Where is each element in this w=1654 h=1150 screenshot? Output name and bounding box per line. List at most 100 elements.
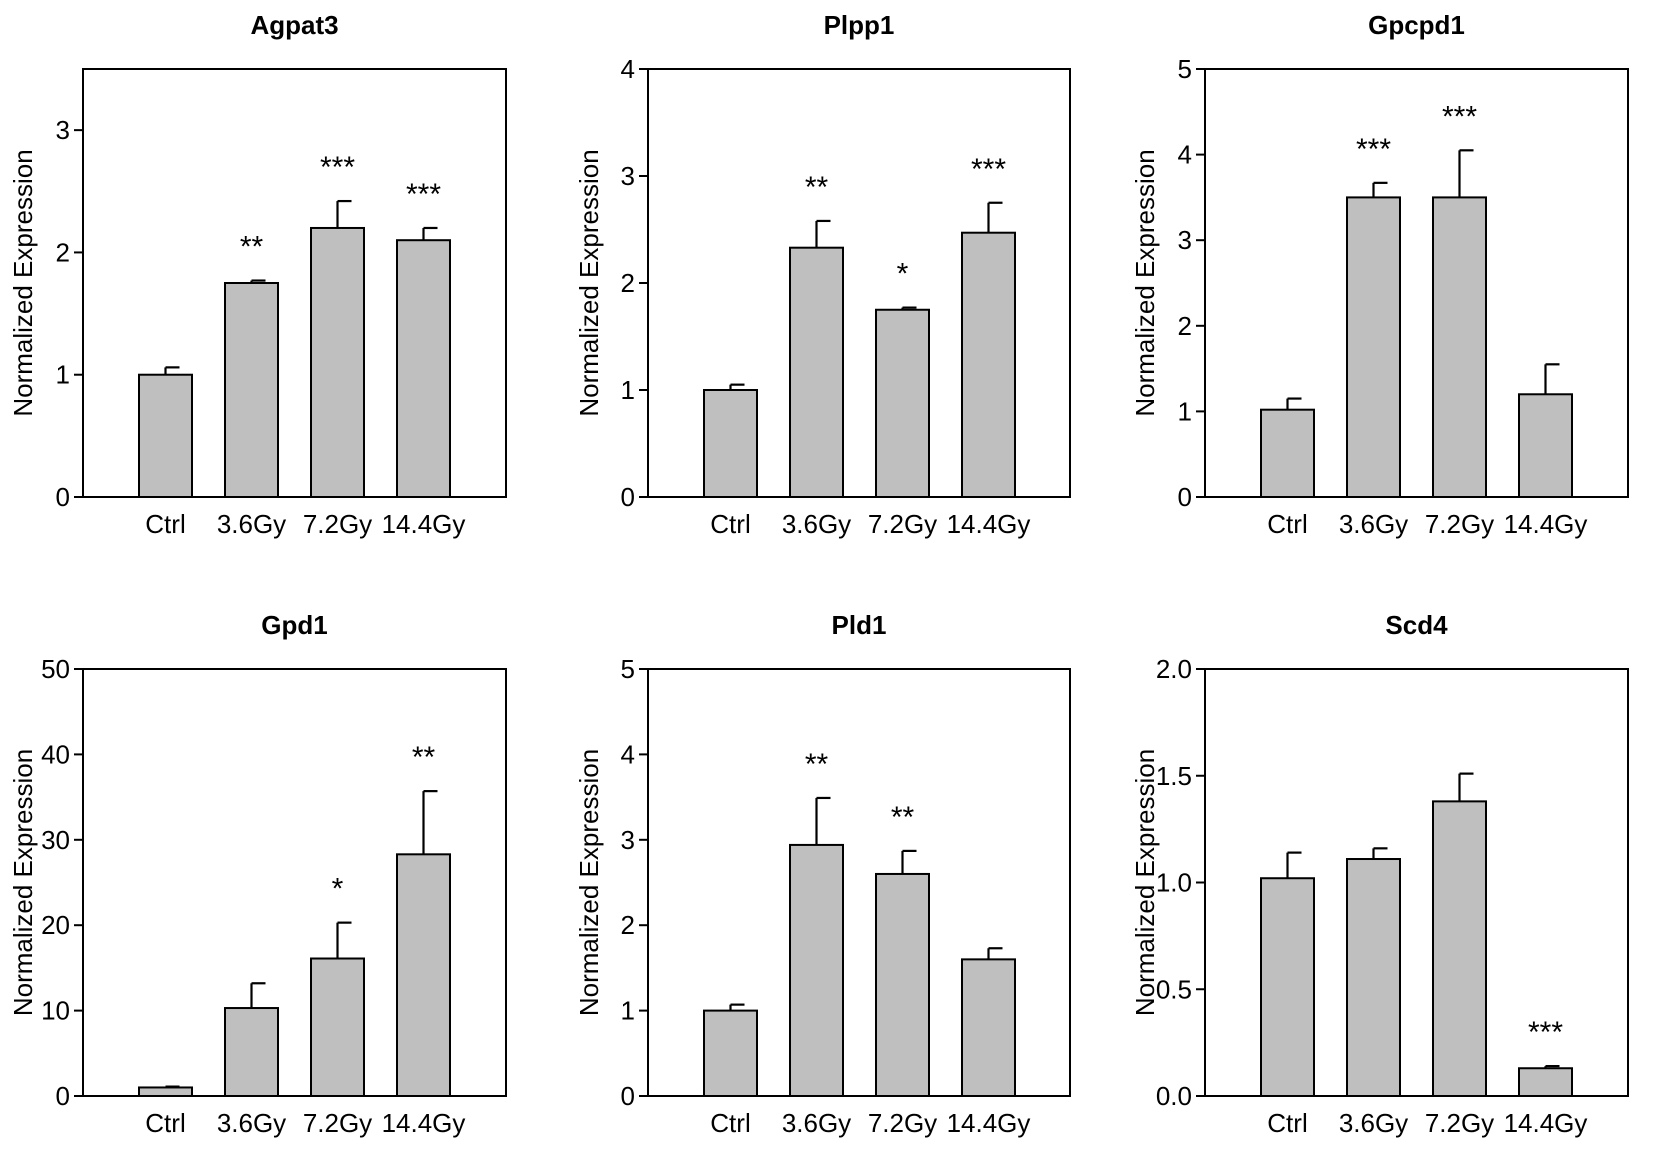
bar-14-4gy bbox=[1518, 393, 1573, 498]
y-tick-label: 5 bbox=[1178, 54, 1192, 84]
bar-14-4gy bbox=[961, 958, 1016, 1097]
y-tick-label: 3 bbox=[621, 825, 635, 855]
significance-marker: *** bbox=[1356, 133, 1391, 166]
bar-ctrl bbox=[138, 1086, 193, 1097]
y-tick-label: 50 bbox=[41, 654, 70, 684]
y-tick-label: 3 bbox=[621, 161, 635, 191]
chart-title: Agpat3 bbox=[250, 10, 338, 40]
x-category-label: 7.2Gy bbox=[868, 1108, 937, 1138]
y-tick-label: 10 bbox=[41, 996, 70, 1026]
chart-panel-scd4: Scd4 Normalized Expression 0.0 0.5 1.0 1.5 2.0… bbox=[1130, 610, 1629, 1138]
significance-marker: ** bbox=[240, 231, 264, 264]
chart-panel-gpd1: Gpd1 Normalized Expression 0 10 20 30 40 50 Ctrl… bbox=[8, 610, 507, 1138]
significance-marker: *** bbox=[406, 178, 441, 211]
chart-title: Pld1 bbox=[832, 610, 887, 640]
bar-ctrl bbox=[703, 389, 758, 498]
x-category-label: 3.6Gy bbox=[782, 1108, 851, 1138]
y-axis-label: Normalized Expression bbox=[1130, 749, 1160, 1016]
bar-14-4gy bbox=[1518, 1067, 1573, 1097]
y-axis-label: Normalized Expression bbox=[574, 749, 604, 1016]
y-tick-label: 2 bbox=[621, 268, 635, 298]
x-category-label: Ctrl bbox=[1267, 1108, 1307, 1138]
chart-title: Scd4 bbox=[1385, 610, 1448, 640]
y-tick-label: 0 bbox=[56, 482, 70, 512]
bar-ctrl bbox=[703, 1009, 758, 1097]
bar-7-2gy bbox=[310, 226, 365, 498]
y-tick-label: 0 bbox=[621, 1081, 635, 1111]
bar-3-6gy bbox=[789, 246, 844, 498]
significance-marker: ** bbox=[805, 748, 829, 781]
x-category-label: 14.4Gy bbox=[947, 1108, 1031, 1138]
x-category-label: Ctrl bbox=[145, 1108, 185, 1138]
y-tick-label: 0 bbox=[1178, 482, 1192, 512]
significance-marker: * bbox=[332, 873, 344, 906]
bar-ctrl bbox=[1260, 408, 1315, 498]
chart-title: Plpp1 bbox=[824, 10, 895, 40]
chart-title: Gpd1 bbox=[261, 610, 327, 640]
y-tick-label: 3 bbox=[56, 115, 70, 145]
plot-frame bbox=[82, 668, 507, 1097]
y-tick-label: 1 bbox=[621, 996, 635, 1026]
y-tick-label: 4 bbox=[621, 739, 635, 769]
y-tick-label: 4 bbox=[621, 54, 635, 84]
significance-marker: ** bbox=[891, 801, 915, 834]
significance-marker: *** bbox=[1528, 1016, 1563, 1049]
y-axis-label: Normalized Expression bbox=[1130, 149, 1160, 416]
x-category-label: 3.6Gy bbox=[1339, 1108, 1408, 1138]
y-tick-label: 30 bbox=[41, 825, 70, 855]
x-category-label: 14.4Gy bbox=[1504, 509, 1588, 539]
x-category-label: Ctrl bbox=[710, 509, 750, 539]
y-tick-label: 0.5 bbox=[1156, 974, 1192, 1004]
x-category-label: 14.4Gy bbox=[382, 509, 466, 539]
bar-ctrl bbox=[138, 373, 193, 499]
y-tick-label: 0 bbox=[621, 482, 635, 512]
bar-14-4gy bbox=[961, 231, 1016, 499]
x-category-label: 14.4Gy bbox=[382, 1108, 466, 1138]
significance-marker: *** bbox=[1442, 100, 1477, 133]
y-axis-label: Normalized Expression bbox=[8, 749, 38, 1016]
bar-3-6gy bbox=[789, 843, 844, 1098]
plot-frame bbox=[1204, 68, 1629, 498]
bar-14-4gy bbox=[396, 239, 451, 498]
y-tick-label: 1.5 bbox=[1156, 761, 1192, 791]
y-tick-label: 4 bbox=[1178, 140, 1192, 170]
x-category-label: Ctrl bbox=[1267, 509, 1307, 539]
bar-7-2gy bbox=[1432, 196, 1487, 498]
x-category-label: 3.6Gy bbox=[217, 1108, 286, 1138]
y-tick-label: 2.0 bbox=[1156, 654, 1192, 684]
x-category-label: 3.6Gy bbox=[1339, 509, 1408, 539]
x-category-label: 7.2Gy bbox=[1425, 509, 1494, 539]
bar-3-6gy bbox=[1346, 196, 1401, 498]
x-category-label: 7.2Gy bbox=[868, 509, 937, 539]
y-tick-label: 1 bbox=[1178, 396, 1192, 426]
x-category-label: 14.4Gy bbox=[1504, 1108, 1588, 1138]
significance-marker: ** bbox=[412, 741, 436, 774]
y-tick-label: 40 bbox=[41, 739, 70, 769]
chart-title: Gpcpd1 bbox=[1368, 10, 1465, 40]
x-category-label: 14.4Gy bbox=[947, 509, 1031, 539]
x-category-label: 7.2Gy bbox=[303, 1108, 372, 1138]
significance-marker: *** bbox=[971, 153, 1006, 186]
x-category-label: Ctrl bbox=[145, 509, 185, 539]
y-tick-label: 2 bbox=[56, 237, 70, 267]
y-tick-label: 5 bbox=[621, 654, 635, 684]
chart-panel-gpcpd1: Gpcpd1 Normalized Expression 0 1 2 3 4 5 Ctrl 3.6… bbox=[1130, 10, 1629, 539]
y-tick-label: 1 bbox=[621, 375, 635, 405]
y-axis-label: Normalized Expression bbox=[8, 149, 38, 416]
bar-7-2gy bbox=[310, 957, 365, 1097]
y-tick-label: 0.0 bbox=[1156, 1081, 1192, 1111]
y-tick-label: 2 bbox=[621, 910, 635, 940]
bar-3-6gy bbox=[224, 1007, 279, 1098]
chart-panel-plpp1: Plpp1 Normalized Expression 0 1 2 3 4 Ctrl 3.6Gy… bbox=[574, 10, 1071, 539]
bar-7-2gy bbox=[875, 872, 930, 1098]
plot-frame bbox=[82, 68, 507, 498]
chart-panel-agpat3: Agpat3 Normalized Expression 0 1 2 3 Ctrl 3.6Gy… bbox=[8, 10, 507, 539]
chart-panel-pld1: Pld1 Normalized Expression 0 1 2 3 4 5 Ctrl 3.6Gy… bbox=[574, 610, 1071, 1138]
y-tick-label: 20 bbox=[41, 910, 70, 940]
x-category-label: 3.6Gy bbox=[217, 509, 286, 539]
x-category-label: 3.6Gy bbox=[782, 509, 851, 539]
bar-3-6gy bbox=[1346, 858, 1401, 1098]
x-category-label: Ctrl bbox=[710, 1108, 750, 1138]
y-axis-label: Normalized Expression bbox=[574, 149, 604, 416]
